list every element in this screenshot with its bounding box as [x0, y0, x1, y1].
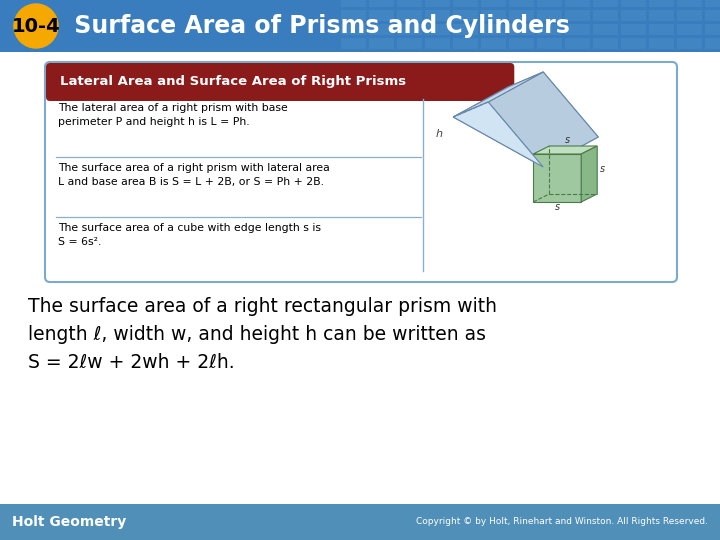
- Bar: [593, 24, 618, 35]
- Bar: [397, 24, 422, 35]
- Bar: [537, 24, 562, 35]
- Bar: [481, 10, 506, 21]
- Bar: [453, 24, 478, 35]
- Bar: [425, 24, 450, 35]
- Bar: [649, 0, 674, 7]
- Polygon shape: [488, 72, 598, 167]
- Text: 10-4: 10-4: [12, 17, 60, 36]
- Bar: [369, 0, 394, 7]
- Bar: [0, 52, 720, 504]
- Bar: [425, 0, 450, 7]
- Text: Surface Area of Prisms and Cylinders: Surface Area of Prisms and Cylinders: [66, 14, 570, 38]
- Bar: [705, 0, 720, 7]
- Bar: [565, 0, 590, 7]
- Bar: [481, 38, 506, 49]
- Bar: [453, 0, 478, 7]
- Bar: [509, 24, 534, 35]
- Bar: [537, 38, 562, 49]
- Bar: [397, 38, 422, 49]
- Bar: [341, 38, 366, 49]
- Bar: [565, 24, 590, 35]
- FancyBboxPatch shape: [45, 62, 677, 282]
- Bar: [705, 10, 720, 21]
- Text: s: s: [565, 135, 570, 145]
- Bar: [369, 10, 394, 21]
- Text: The surface area of a right prism with lateral area
L and base area B is S = L +: The surface area of a right prism with l…: [58, 163, 330, 187]
- Bar: [341, 10, 366, 21]
- Bar: [537, 0, 562, 7]
- Bar: [621, 0, 646, 7]
- Bar: [649, 38, 674, 49]
- Text: The lateral area of a right prism with base
perimeter P and height h is L = Ph.: The lateral area of a right prism with b…: [58, 103, 288, 127]
- FancyBboxPatch shape: [46, 63, 514, 101]
- Polygon shape: [453, 102, 543, 167]
- Text: length ℓ, width w, and height h can be written as: length ℓ, width w, and height h can be w…: [28, 325, 486, 344]
- Bar: [397, 0, 422, 7]
- Bar: [397, 10, 422, 21]
- Text: s: s: [600, 164, 606, 174]
- Polygon shape: [453, 87, 598, 167]
- Bar: [341, 24, 366, 35]
- Bar: [509, 0, 534, 7]
- Bar: [621, 38, 646, 49]
- Bar: [369, 38, 394, 49]
- Bar: [593, 0, 618, 7]
- Bar: [0, 0, 720, 52]
- Polygon shape: [534, 154, 581, 202]
- Bar: [0, 504, 720, 540]
- Bar: [705, 38, 720, 49]
- Text: S = 2ℓw + 2wh + 2ℓh.: S = 2ℓw + 2wh + 2ℓh.: [28, 353, 235, 372]
- Bar: [649, 24, 674, 35]
- Text: Copyright © by Holt, Rinehart and Winston. All Rights Reserved.: Copyright © by Holt, Rinehart and Winsto…: [416, 517, 708, 526]
- Bar: [481, 24, 506, 35]
- Bar: [425, 38, 450, 49]
- Bar: [677, 10, 702, 21]
- Bar: [677, 38, 702, 49]
- Text: The surface area of a cube with edge length s is
S = 6s².: The surface area of a cube with edge len…: [58, 223, 321, 247]
- Bar: [425, 10, 450, 21]
- Text: h: h: [435, 129, 442, 139]
- Bar: [481, 0, 506, 7]
- Bar: [621, 24, 646, 35]
- Bar: [621, 10, 646, 21]
- Bar: [537, 10, 562, 21]
- Bar: [565, 10, 590, 21]
- Bar: [593, 38, 618, 49]
- Polygon shape: [581, 146, 597, 202]
- Bar: [509, 38, 534, 49]
- Bar: [677, 24, 702, 35]
- Bar: [677, 0, 702, 7]
- Polygon shape: [534, 146, 597, 154]
- Text: The surface area of a right rectangular prism with: The surface area of a right rectangular …: [28, 297, 497, 316]
- Bar: [649, 10, 674, 21]
- Text: s: s: [555, 202, 560, 212]
- Polygon shape: [508, 72, 598, 137]
- Bar: [369, 24, 394, 35]
- Text: Holt Geometry: Holt Geometry: [12, 515, 126, 529]
- Bar: [593, 10, 618, 21]
- Circle shape: [14, 4, 58, 48]
- Bar: [509, 10, 534, 21]
- Text: Lateral Area and Surface Area of Right Prisms: Lateral Area and Surface Area of Right P…: [60, 76, 406, 89]
- Bar: [341, 0, 366, 7]
- Bar: [453, 10, 478, 21]
- Bar: [565, 38, 590, 49]
- Bar: [453, 38, 478, 49]
- Bar: [705, 24, 720, 35]
- Polygon shape: [453, 72, 543, 117]
